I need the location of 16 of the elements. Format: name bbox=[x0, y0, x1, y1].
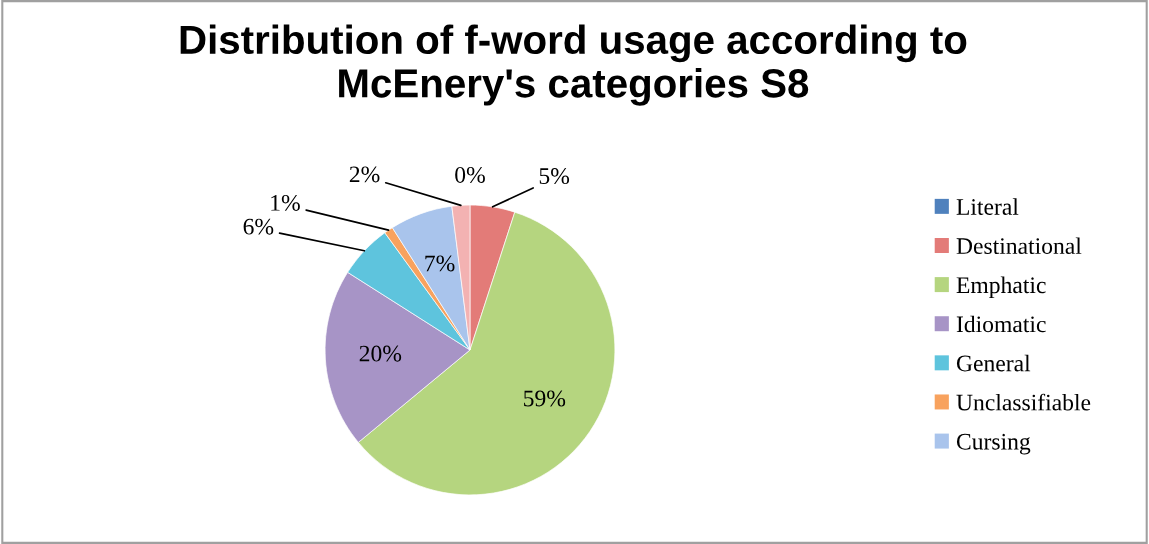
data-label: 59% bbox=[524, 390, 566, 407]
legend-label: Cursing bbox=[956, 433, 1031, 455]
legend-label: Destinational bbox=[956, 237, 1082, 255]
chart-title: Distribution of f-word usage according to McEnery's categories S8 bbox=[180, 24, 967, 106]
legend-label: General bbox=[956, 354, 1031, 372]
data-label: 2% bbox=[349, 166, 380, 183]
text: 0% bbox=[455, 166, 485, 183]
data-label: 20% bbox=[359, 345, 402, 362]
data-label: 7% bbox=[425, 255, 455, 272]
legend-label: Unclassifiable bbox=[956, 393, 1091, 411]
legend-label: Emphatic bbox=[956, 276, 1046, 298]
data-label: 1% bbox=[271, 194, 300, 211]
legend-label: Idiomatic bbox=[956, 315, 1046, 333]
data-label: 5% bbox=[539, 168, 570, 185]
legend-label: Literal bbox=[956, 198, 1019, 215]
data-label: 6% bbox=[243, 218, 274, 235]
